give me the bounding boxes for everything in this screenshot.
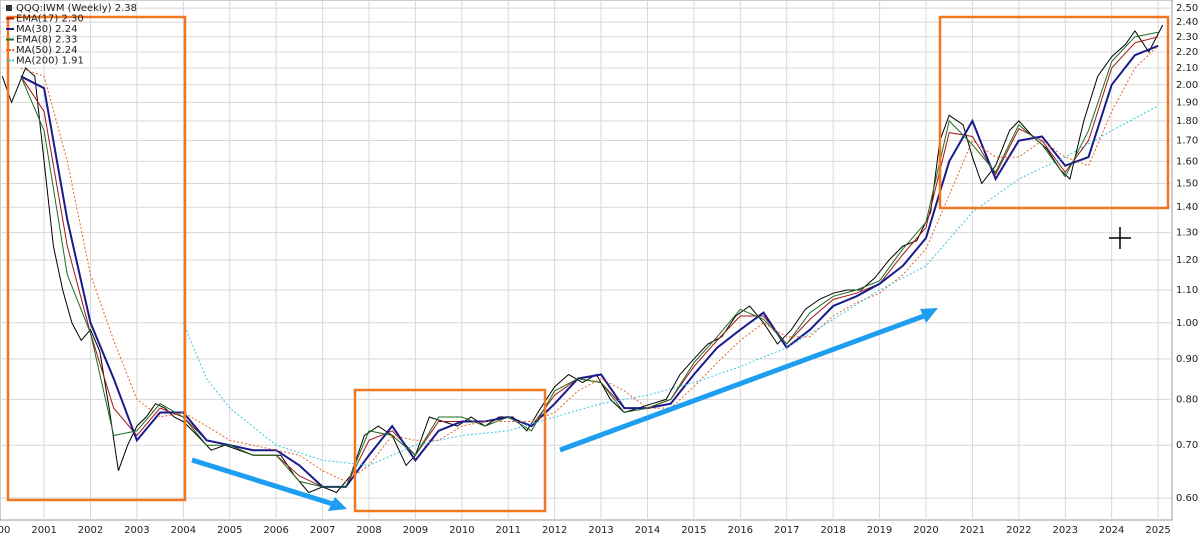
- highlight-box: [6, 15, 187, 502]
- x-tick-label: 2008: [356, 525, 381, 536]
- trend-arrow: [191, 457, 334, 507]
- x-tick-label: 2021: [960, 525, 985, 536]
- y-tick-label: 0.60: [1176, 493, 1198, 504]
- series-line: [20, 31, 1159, 488]
- x-tick-label: 2024: [1099, 525, 1124, 536]
- y-tick-label: 1.80: [1176, 116, 1198, 127]
- y-tick-label: 2.40: [1176, 17, 1198, 28]
- x-tick-label: 2000: [0, 525, 10, 536]
- y-tick-label: 0.80: [1176, 394, 1198, 405]
- y-tick-label: 1.70: [1176, 136, 1198, 147]
- trend-arrow: [559, 313, 925, 453]
- legend-entry: QQQ:IWM (Weekly) 2.38: [16, 3, 137, 14]
- x-tick-label: 2015: [681, 525, 706, 536]
- y-tick-label: 1.40: [1176, 202, 1198, 213]
- x-tick-label: 2011: [496, 525, 521, 536]
- y-tick-label: 0.90: [1176, 354, 1198, 365]
- x-tick-label: 2006: [263, 525, 288, 536]
- y-tick-label: 1.20: [1176, 255, 1198, 266]
- arrow-head: [920, 308, 938, 323]
- x-tick-label: 2007: [310, 525, 335, 536]
- y-tick-label: 2.10: [1176, 63, 1198, 74]
- x-tick-label: 2010: [449, 525, 474, 536]
- x-tick-label: 2020: [913, 525, 938, 536]
- x-tick-label: 2001: [31, 525, 56, 536]
- series-line: [20, 45, 1159, 482]
- x-tick-label: 2004: [171, 525, 196, 536]
- y-tick-label: 1.30: [1176, 228, 1198, 239]
- x-tick-label: 2002: [78, 525, 103, 536]
- axis-labels: 0.60 0.70 0.80 0.90 1.00 1.10 1.20 1.30 1.40 1.50…: [0, 3, 1198, 536]
- series-line: [20, 44, 1159, 488]
- legend-entry: EMA(17) 2.30: [16, 14, 84, 25]
- legend-entry: MA(200) 1.91: [16, 56, 84, 67]
- highlight-box: [353, 388, 547, 513]
- x-tick-label: 2023: [1053, 525, 1078, 536]
- x-tick-label: 2005: [217, 525, 242, 536]
- x-tick-label: 2022: [1006, 525, 1031, 536]
- y-tick-label: 1.90: [1176, 97, 1198, 108]
- legend-entry: EMA(8) 2.33: [16, 35, 77, 46]
- lines: [1, 24, 1164, 494]
- x-tick-label: 2017: [774, 525, 799, 536]
- x-tick-label: 2014: [635, 525, 660, 536]
- x-tick-label: 2019: [867, 525, 892, 536]
- y-tick-label: 1.00: [1176, 318, 1198, 329]
- x-tick-label: 2013: [588, 525, 613, 536]
- y-tick-label: 1.60: [1176, 156, 1198, 167]
- x-tick-label: 2018: [820, 525, 845, 536]
- x-tick-label: 2003: [124, 525, 149, 536]
- annotations: [6, 15, 1170, 513]
- legend-icon: [6, 5, 12, 11]
- series-line: [182, 105, 1159, 466]
- highlight-box: [938, 15, 1170, 210]
- x-tick-label: 2025: [1145, 525, 1170, 536]
- x-tick-label: 2012: [542, 525, 567, 536]
- y-tick-label: 1.50: [1176, 179, 1198, 190]
- x-tick-label: 2009: [403, 525, 428, 536]
- arrow-head: [328, 497, 347, 511]
- y-tick-label: 2.30: [1176, 32, 1198, 43]
- series-line: [1, 24, 1164, 494]
- y-tick-label: 1.10: [1176, 285, 1198, 296]
- legend-entry: MA(50) 2.24: [16, 45, 77, 56]
- y-tick-label: 2.50: [1176, 3, 1198, 14]
- x-tick-label: 2016: [728, 525, 753, 536]
- y-tick-label: 2.00: [1176, 80, 1198, 91]
- y-tick-label: 2.20: [1176, 47, 1198, 58]
- legend-entry: MA(30) 2.24: [16, 24, 77, 35]
- y-tick-label: 0.70: [1176, 440, 1198, 451]
